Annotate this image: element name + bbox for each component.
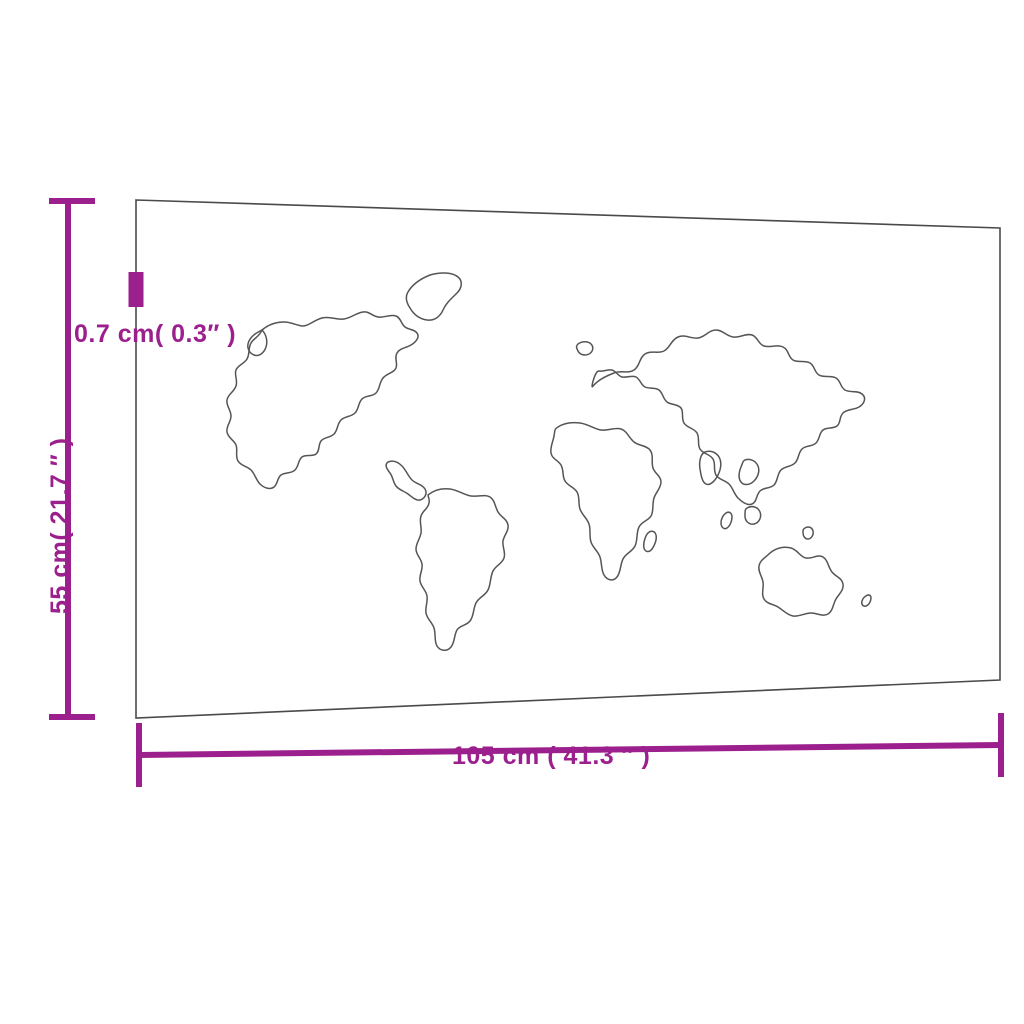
wall-panel-outline [135,199,1001,719]
sumatra-outline [720,511,733,530]
new-guinea-outline [802,526,814,540]
width-dimension-line [138,742,1002,758]
width-dimension-group [136,713,1004,787]
alaska-outline [247,329,268,357]
borneo-outline [744,505,762,525]
panel-outline-group [135,199,1001,719]
madagascar-outline [643,530,657,553]
australia-outline [758,546,844,617]
width-dimension-label: 105 cm ( 41.3 ″ ) [452,742,651,770]
eurasia-outline [591,329,866,506]
height-dimension-label: 55 cm( 21.7 ″ ) [46,437,74,614]
thickness-dimension-group [128,272,144,307]
new-zealand-outline [861,594,872,607]
iceland-outline [575,341,594,356]
south-america-outline [415,488,509,651]
india-outline [698,450,722,486]
southeast-asia-outline [738,458,760,486]
north-america-outline [226,311,419,490]
central-america-outline [385,460,427,501]
africa-outline [550,421,662,581]
height-dimension-group [49,198,95,720]
thickness-dimension-label: 0.7 cm( 0.3″ ) [74,320,237,348]
world-map-outline-group [226,272,872,651]
greenland-outline [405,272,462,321]
